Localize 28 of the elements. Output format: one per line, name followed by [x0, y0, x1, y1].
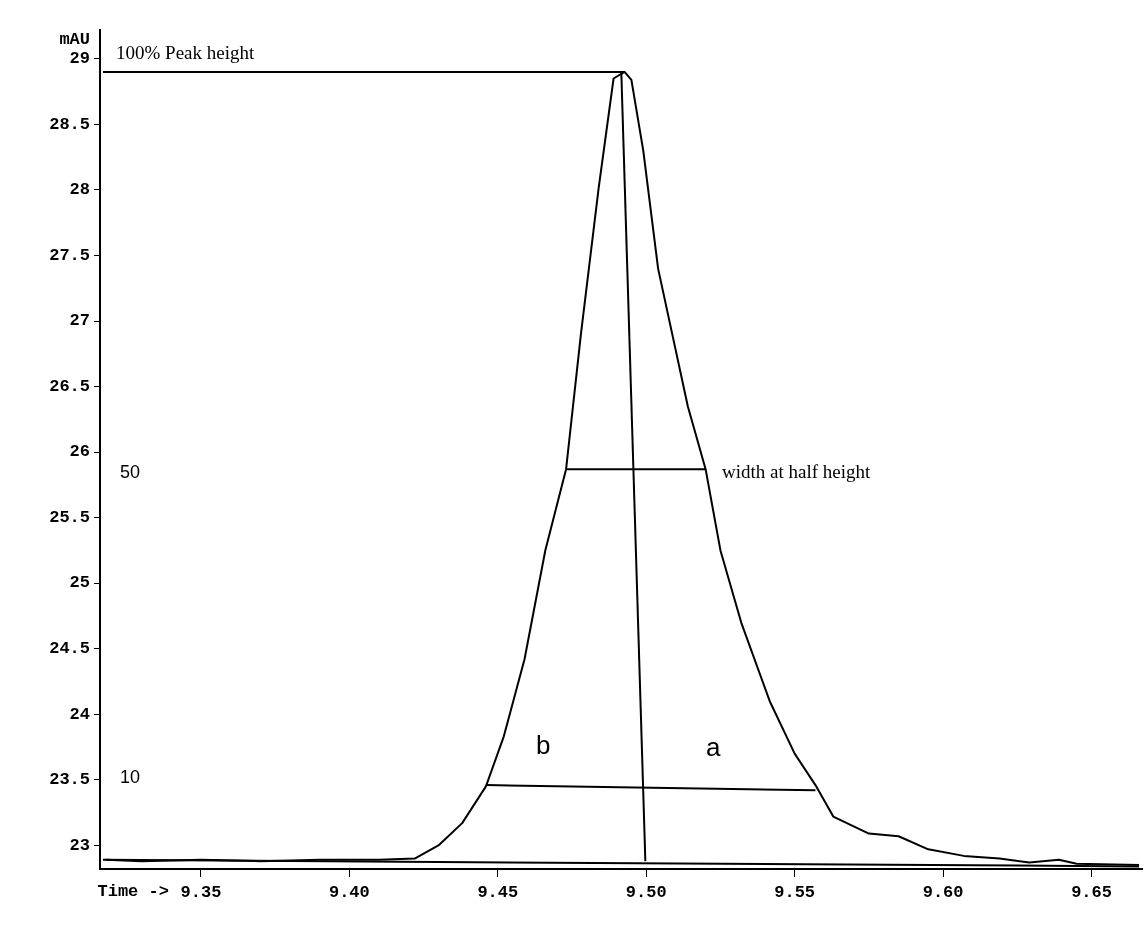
x-axis-title: Time -> [97, 881, 169, 901]
y-tick-label: 23.5 [49, 770, 90, 790]
y-tick-label: 28.5 [49, 114, 90, 134]
y-tick-label: 26 [69, 442, 90, 462]
y-tick-label: 24 [69, 704, 90, 724]
y-tick-label: 27.5 [49, 245, 90, 265]
y-tick-label: 26.5 [49, 376, 90, 396]
x-tick-label: 9.35 [180, 883, 222, 903]
y-tick-label: 23 [69, 835, 90, 855]
y-tick-label: 28 [69, 180, 90, 200]
y-tick-label: 25.5 [49, 507, 90, 527]
y-axis-title: mAU [59, 30, 90, 50]
annotation: width at half height [722, 460, 871, 482]
y-tick-label: 29 [69, 49, 90, 69]
x-tick-label: 9.40 [328, 883, 370, 903]
x-tick-label: 9.60 [922, 883, 964, 903]
x-tick-label: 9.45 [477, 883, 519, 903]
x-tick-label: 9.65 [1071, 883, 1112, 903]
x-tick-label: 9.55 [774, 883, 816, 903]
y-tick-label: 25 [69, 573, 90, 593]
y-tick-label: 27 [69, 311, 90, 331]
x-tick-label: 9.50 [625, 883, 667, 903]
annotation: 10 [120, 766, 141, 787]
annotation: b [536, 730, 551, 761]
annotation: a [706, 732, 721, 763]
annotation: 100% Peak height [116, 42, 255, 64]
annotation: 50 [120, 461, 141, 482]
y-tick-label: 24.5 [49, 639, 90, 659]
